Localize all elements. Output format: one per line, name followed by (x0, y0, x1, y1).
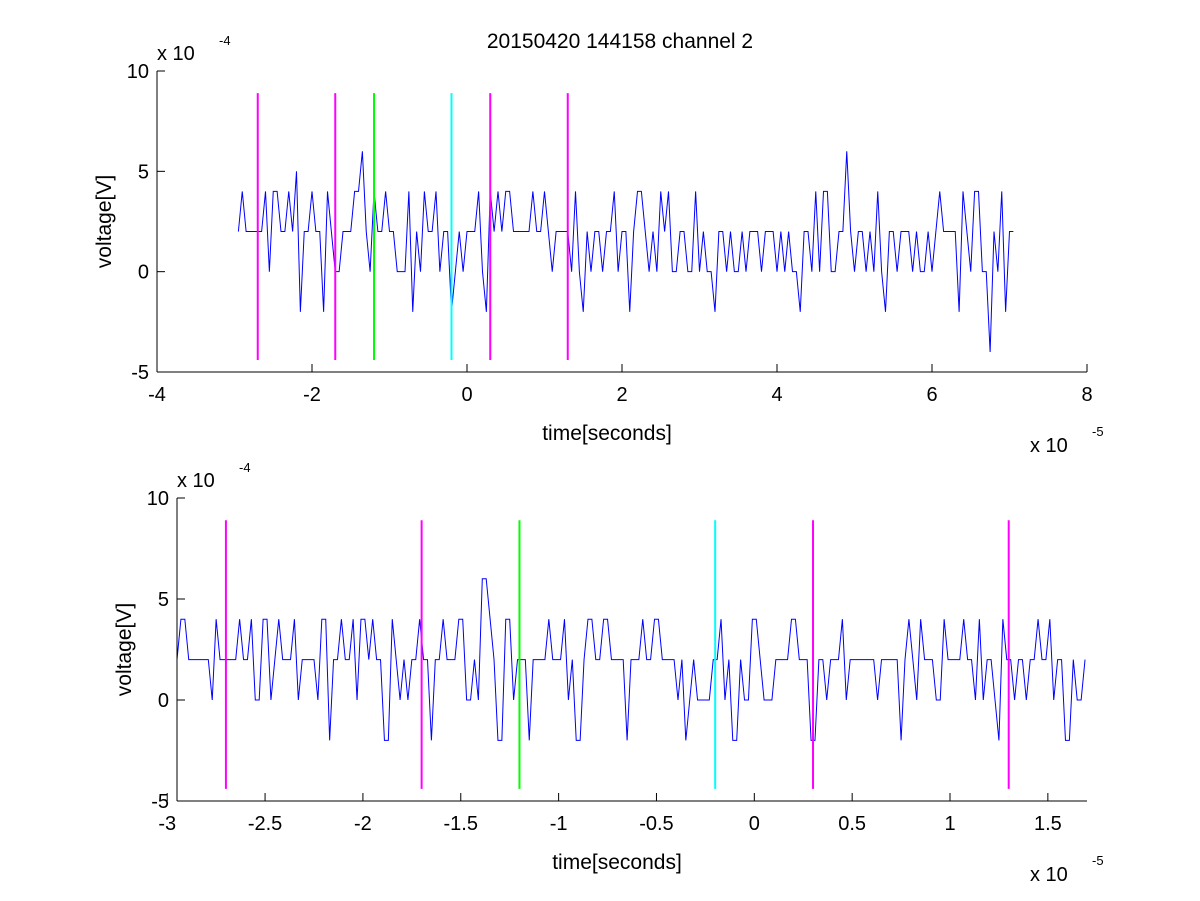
x-tick-label: 1 (944, 813, 955, 835)
y-tick-label: 5 (138, 161, 149, 183)
y-exponent-superscript: -4 (219, 33, 231, 48)
x-tick-label: -2.5 (248, 813, 282, 835)
y-exponent-label: x 10 (177, 470, 215, 492)
signal-series-line (177, 578, 1086, 741)
x-exponent-label: x 10 (1030, 864, 1068, 886)
bottom-plot: -3 -2.5 -2 -1.5 -1 -0.5 0 0.5 1 1.5 -5 0 5 10 time[sec… (113, 460, 1104, 886)
y-tick-label: -5 (151, 791, 169, 813)
x-exponent-superscript: -5 (1092, 424, 1104, 439)
y-tick-label: 0 (138, 262, 149, 284)
y-tick-label: 0 (158, 690, 169, 712)
x-tick-label: 2 (616, 384, 627, 406)
x-tick-label: 1.5 (1034, 813, 1062, 835)
x-tick-label: -3 (158, 813, 176, 835)
x-tick-label: 8 (1081, 384, 1092, 406)
x-exponent-label: x 10 (1030, 435, 1068, 457)
y-axis-label: voltage[V] (113, 603, 136, 696)
x-axis-label: time[seconds] (542, 422, 672, 445)
y-tick-label: 5 (158, 589, 169, 611)
x-tick-label: -0.5 (639, 813, 673, 835)
x-tick-label: 0.5 (838, 813, 866, 835)
y-tick-label: 10 (147, 488, 169, 510)
y-exponent-label: x 10 (157, 43, 195, 65)
y-exponent-superscript: -4 (239, 460, 251, 475)
figure-title: 20150420 144158 channel 2 (487, 30, 753, 53)
signal-series-line (237, 151, 1014, 352)
x-tick-label: -2 (303, 384, 321, 406)
y-tick-label: -5 (131, 362, 149, 384)
x-tick-label: -4 (148, 384, 166, 406)
x-tick-label: 0 (461, 384, 472, 406)
x-tick-label: 0 (749, 813, 760, 835)
y-tick-label: 10 (127, 61, 149, 83)
x-tick-label: 4 (771, 384, 782, 406)
x-tick-label: -1 (550, 813, 568, 835)
x-tick-label: -1.5 (444, 813, 478, 835)
x-tick-label: 6 (926, 384, 937, 406)
x-tick-label: -2 (354, 813, 372, 835)
x-axis-label: time[seconds] (552, 851, 682, 874)
top-plot: -4 -2 0 2 4 6 8 -5 0 5 10 time[seconds] voltage[V] x … (93, 33, 1104, 457)
y-axis-label: voltage[V] (93, 175, 116, 268)
x-exponent-superscript: -5 (1092, 853, 1104, 868)
